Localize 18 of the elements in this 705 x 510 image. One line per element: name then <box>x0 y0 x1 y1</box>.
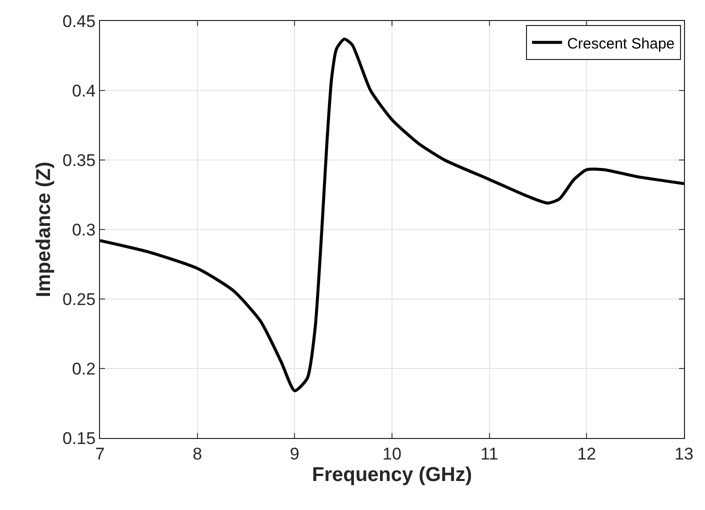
line-series <box>100 38 684 392</box>
x-tick-label: 12 <box>577 444 596 464</box>
x-axis-title: Frequency (GHz) <box>312 464 472 486</box>
x-tick-label: 8 <box>192 444 202 464</box>
legend-label: Crescent Shape <box>567 35 675 52</box>
y-tick-label: 0.3 <box>72 220 96 240</box>
y-tick-label: 0.15 <box>62 428 96 448</box>
y-tick-label: 0.4 <box>72 81 96 100</box>
x-tick-label: 13 <box>674 444 694 464</box>
y-tick-label: 0.35 <box>62 150 96 170</box>
x-tick-label: 7 <box>95 444 105 464</box>
y-tick-label: 0.45 <box>62 12 96 31</box>
x-tick-label: 11 <box>480 444 498 464</box>
y-tick-label: 0.2 <box>72 359 96 378</box>
x-tick-label: 9 <box>290 444 300 464</box>
y-axis-title: Impedance (Z) <box>33 162 56 298</box>
x-tick-label: 10 <box>382 444 402 464</box>
y-tick-label: 0.25 <box>62 290 96 309</box>
